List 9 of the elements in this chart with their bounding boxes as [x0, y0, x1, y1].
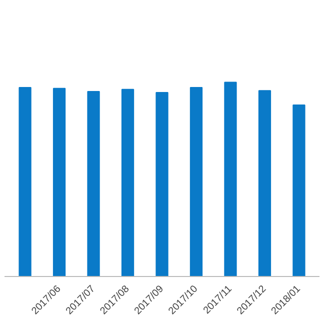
bar: [18, 86, 32, 276]
bar: [52, 88, 66, 276]
bar: [258, 90, 272, 276]
bar: [190, 86, 203, 276]
bar: [121, 88, 134, 276]
bar: [87, 91, 100, 276]
bar: [292, 104, 306, 276]
bar: [224, 82, 237, 276]
bar: [156, 92, 168, 276]
